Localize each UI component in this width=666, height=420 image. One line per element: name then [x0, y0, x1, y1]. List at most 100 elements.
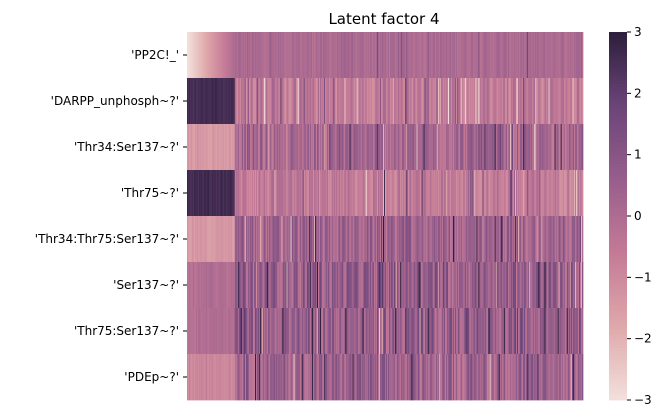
heatmap-cell	[547, 216, 549, 263]
heatmap-cell	[452, 354, 454, 401]
heatmap-cell	[322, 32, 324, 79]
heatmap-cell	[399, 78, 401, 125]
heatmap-cell	[394, 78, 396, 125]
colorbar-segment	[609, 243, 627, 248]
heatmap-cell	[453, 308, 455, 355]
heatmap-cell	[206, 308, 208, 355]
heatmap-cell	[292, 216, 294, 263]
heatmap-cell	[233, 262, 236, 309]
heatmap-cell	[506, 32, 509, 79]
heatmap-cell	[543, 354, 545, 401]
heatmap-cell	[449, 262, 452, 309]
heatmap-cell	[239, 78, 242, 125]
heatmap-cell	[349, 354, 351, 401]
heatmap-cell	[399, 124, 401, 171]
heatmap-cell	[541, 32, 543, 79]
heatmap-cell	[212, 170, 214, 217]
heatmap-cell	[389, 262, 391, 309]
heatmap-cell	[503, 262, 506, 309]
heatmap-cell	[315, 308, 318, 355]
heatmap-cell	[475, 262, 477, 309]
heatmap-cell	[413, 308, 415, 355]
heatmap-cell	[222, 216, 224, 263]
heatmap-cell	[387, 78, 389, 125]
heatmap-cell	[483, 78, 485, 125]
heatmap-cell	[518, 32, 520, 79]
heatmap-cell	[305, 124, 308, 171]
heatmap-cell	[315, 124, 318, 171]
heatmap-cell	[262, 262, 264, 309]
heatmap-cell	[581, 124, 584, 171]
heatmap-cell	[208, 308, 210, 355]
heatmap-cell	[360, 32, 362, 79]
heatmap-cell	[336, 78, 338, 125]
heatmap-cell	[378, 216, 381, 263]
heatmap-cell	[483, 354, 485, 401]
heatmap-cell	[410, 308, 412, 355]
heatmap-cell	[436, 124, 439, 171]
y-tick-label: 'Thr34:Thr75:Ser137~?'	[35, 232, 179, 246]
heatmap-cell	[509, 216, 512, 263]
heatmap-cell	[266, 262, 268, 309]
heatmap-cell	[421, 216, 423, 263]
heatmap-cell	[496, 124, 499, 171]
heatmap-cell	[569, 32, 572, 79]
heatmap-cell	[307, 308, 310, 355]
heatmap-cell	[363, 262, 366, 309]
heatmap-cell	[352, 124, 354, 171]
heatmap-cell	[293, 216, 295, 263]
heatmap-cell	[256, 216, 258, 263]
heatmap-cell	[300, 78, 303, 125]
heatmap-cell	[288, 216, 290, 263]
heatmap-cell	[393, 216, 395, 263]
heatmap-cell	[440, 32, 443, 79]
heatmap-cell	[254, 78, 256, 125]
heatmap-cell	[435, 170, 438, 217]
heatmap-cell	[198, 308, 200, 355]
heatmap-cell	[258, 32, 260, 79]
heatmap-cell	[569, 354, 572, 401]
heatmap-cell	[272, 308, 274, 355]
heatmap-cell	[336, 32, 338, 79]
heatmap-cell	[259, 78, 261, 125]
heatmap-cell	[382, 308, 385, 355]
heatmap-cell	[405, 262, 407, 309]
heatmap-cell	[403, 78, 405, 125]
colorbar-segment	[609, 68, 627, 73]
heatmap-cell	[537, 308, 539, 355]
heatmap-cell	[301, 262, 304, 309]
heatmap-cell	[517, 262, 519, 309]
heatmap-cell	[187, 170, 189, 217]
heatmap-cell	[254, 308, 256, 355]
heatmap-cell	[558, 170, 560, 217]
heatmap-cell	[441, 262, 444, 309]
heatmap-cell	[212, 124, 214, 171]
heatmap-cell	[202, 262, 204, 309]
heatmap-cell	[512, 124, 515, 171]
heatmap-cell	[462, 262, 464, 309]
heatmap-cell	[358, 124, 360, 171]
heatmap-cell	[214, 78, 216, 125]
heatmap-cell	[242, 262, 245, 309]
heatmap-cell	[540, 78, 542, 125]
heatmap-cell	[260, 354, 262, 401]
heatmap-cell	[325, 124, 327, 171]
heatmap-cell	[436, 170, 439, 217]
heatmap-cell	[506, 78, 509, 125]
heatmap-cell	[537, 216, 539, 263]
heatmap-cell	[354, 170, 356, 217]
heatmap-cell	[306, 308, 309, 355]
heatmap-cell	[467, 32, 469, 79]
heatmap-cell	[294, 170, 296, 217]
heatmap-cell	[261, 308, 263, 355]
heatmap-cell	[380, 262, 383, 309]
heatmap-cell	[255, 78, 257, 125]
heatmap-cell	[433, 216, 436, 263]
heatmap-cell	[230, 170, 233, 217]
heatmap-cell	[477, 170, 479, 217]
heatmap-cell	[232, 354, 235, 401]
heatmap-cell	[201, 262, 203, 309]
heatmap-cell	[353, 124, 355, 171]
heatmap-cell	[196, 308, 198, 355]
heatmap-cell	[195, 262, 197, 309]
